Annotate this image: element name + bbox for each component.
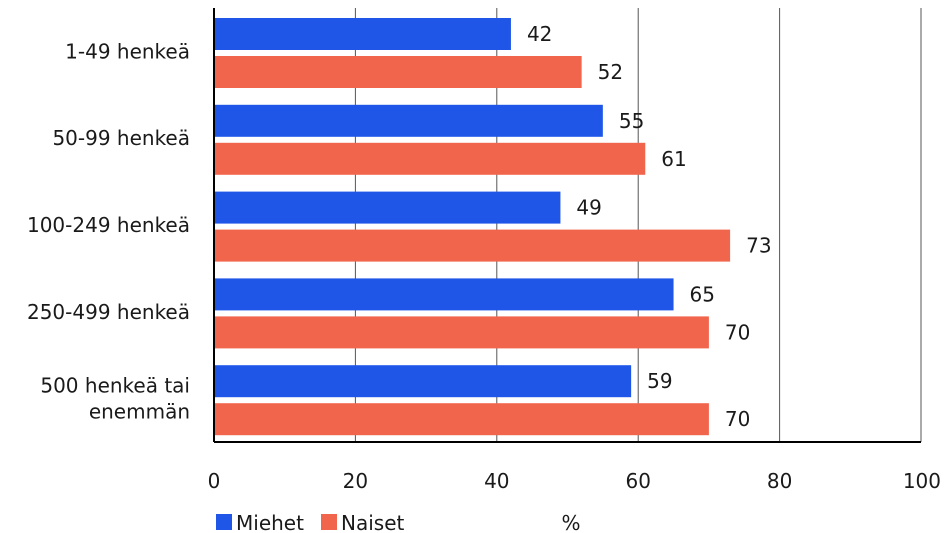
bar-naiset-2 — [214, 229, 731, 262]
x-axis-title: % — [561, 511, 580, 533]
bar-miehet-4 — [214, 365, 632, 398]
data-label: 73 — [746, 234, 771, 258]
data-label: 59 — [647, 369, 672, 393]
legend-swatch-miehet — [216, 514, 232, 530]
category-label: 1-49 henkeä — [65, 39, 190, 63]
category-label: 500 henkeä tai — [40, 374, 190, 398]
x-tick-label: 20 — [343, 469, 368, 493]
x-tick-label: 40 — [484, 469, 509, 493]
x-tick-label: 80 — [767, 469, 792, 493]
category-label: 100-249 henkeä — [27, 213, 190, 237]
bar-miehet-2 — [214, 191, 561, 224]
bars — [214, 18, 731, 436]
data-label: 65 — [690, 282, 715, 306]
data-label: 61 — [661, 147, 686, 171]
data-label: 42 — [527, 22, 552, 46]
category-label: 250-499 henkeä — [27, 300, 190, 324]
category-label: enemmän — [89, 400, 190, 424]
bar-miehet-0 — [214, 18, 511, 50]
legend: Miehet Naiset — [216, 511, 404, 533]
bar-naiset-0 — [214, 56, 582, 88]
x-tick-label: 100 — [903, 469, 941, 493]
data-label: 52 — [598, 60, 623, 84]
bar-miehet-1 — [214, 104, 603, 137]
bar-naiset-4 — [214, 403, 709, 436]
legend-label: Naiset — [341, 511, 404, 533]
data-label: 70 — [725, 320, 750, 344]
x-tick-label: 60 — [625, 469, 650, 493]
axes — [213, 8, 921, 443]
bar-miehet-3 — [214, 278, 674, 311]
data-label: 70 — [725, 407, 750, 431]
x-tick-label: 0 — [208, 469, 221, 493]
legend-label: Miehet — [236, 511, 304, 533]
category-label: 50-99 henkeä — [52, 126, 190, 150]
legend-swatch-naiset — [321, 514, 337, 530]
data-label: 55 — [619, 109, 644, 133]
labels: 42 52 1-49 henkeä 55 61 50-99 henkeä 49 73 100-2… — [27, 22, 941, 533]
data-label: 49 — [576, 196, 601, 220]
bar-naiset-1 — [214, 142, 646, 175]
bar-naiset-3 — [214, 316, 709, 349]
